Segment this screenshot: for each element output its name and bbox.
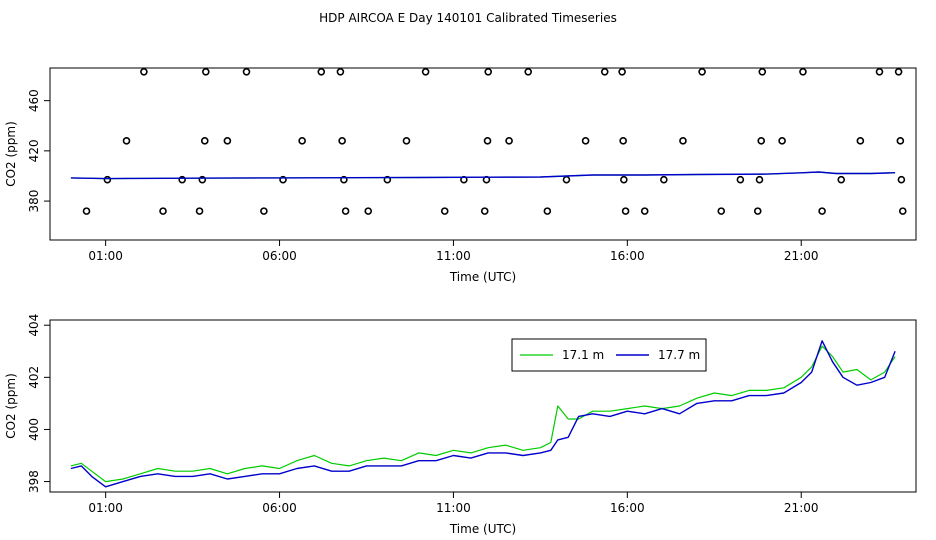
x-tick-label: 16:00 bbox=[610, 501, 645, 515]
calibration-point bbox=[736, 175, 745, 184]
calibration-point bbox=[480, 207, 489, 215]
calibration-point bbox=[618, 67, 626, 76]
y-tick-label: 460 bbox=[27, 89, 41, 112]
calibration-point bbox=[421, 67, 430, 76]
x-axis: 01:00 06:00 11:00 16:00 21:00 bbox=[88, 240, 819, 263]
calibration-point bbox=[402, 137, 411, 145]
calibration-point bbox=[383, 175, 392, 184]
y-tick-label: 398 bbox=[27, 470, 41, 493]
calibration-points bbox=[82, 67, 907, 215]
y-axis: 380 420 460 bbox=[27, 89, 50, 213]
calibration-point bbox=[198, 175, 207, 184]
calibration-point bbox=[896, 137, 905, 145]
series-line-1 bbox=[70, 171, 896, 180]
calibration-point bbox=[317, 67, 326, 76]
calibration-point bbox=[195, 207, 204, 215]
calibration-point bbox=[103, 175, 112, 184]
calibration-point bbox=[757, 137, 766, 145]
calibration-point bbox=[178, 175, 186, 184]
calibration-point bbox=[875, 67, 884, 76]
calibration-point bbox=[340, 175, 348, 184]
legend: 17.1 m 17.7 m bbox=[511, 338, 707, 372]
calibration-point bbox=[758, 67, 767, 76]
calibration-point bbox=[341, 207, 350, 215]
calibration-point bbox=[619, 137, 627, 145]
x-tick-label: 11:00 bbox=[436, 501, 471, 515]
calibration-point bbox=[242, 67, 251, 76]
calibration-point bbox=[698, 67, 706, 76]
calibration-point bbox=[755, 175, 764, 184]
calibration-point bbox=[364, 207, 373, 215]
x-axis: 01:00 06:00 11:00 16:00 21:00 bbox=[88, 492, 819, 515]
calibration-point bbox=[897, 175, 906, 184]
calibration-point bbox=[505, 137, 513, 145]
calibration-point bbox=[223, 137, 232, 145]
calibration-point bbox=[483, 137, 492, 145]
calibration-point bbox=[640, 207, 649, 215]
y-tick-label: 400 bbox=[27, 418, 41, 441]
panel-top: 01:00 06:00 11:00 16:00 21:00 380 420 460 Time… bbox=[4, 67, 917, 284]
x-tick-label: 21:00 bbox=[784, 501, 819, 515]
calibration-point bbox=[298, 137, 306, 145]
y-axis-label: CO2 (ppm) bbox=[4, 121, 18, 187]
x-tick-label: 11:00 bbox=[436, 249, 471, 263]
x-tick-label: 16:00 bbox=[610, 249, 645, 263]
plot-frame bbox=[49, 319, 917, 493]
panel-bottom: 01:00 06:00 11:00 16:00 21:00 398 400 402 404 T… bbox=[4, 314, 917, 536]
calibration-point bbox=[338, 137, 346, 145]
y-axis: 398 400 402 404 bbox=[27, 314, 50, 493]
y-tick-label: 402 bbox=[27, 366, 41, 389]
calibration-point bbox=[660, 175, 668, 184]
y-tick-label: 420 bbox=[27, 139, 41, 162]
calibration-point bbox=[260, 207, 268, 215]
x-tick-label: 01:00 bbox=[88, 249, 123, 263]
calibration-point bbox=[753, 207, 762, 215]
calibration-point bbox=[562, 175, 571, 184]
x-tick-label: 06:00 bbox=[262, 249, 297, 263]
calibration-point bbox=[818, 207, 826, 215]
calibration-point bbox=[778, 137, 786, 145]
calibration-point bbox=[202, 67, 210, 76]
x-tick-label: 21:00 bbox=[784, 249, 819, 263]
calibration-point bbox=[717, 207, 726, 215]
calibration-point bbox=[620, 175, 628, 184]
calibration-point bbox=[484, 67, 493, 76]
calibration-point bbox=[159, 207, 167, 215]
calibration-point bbox=[82, 207, 91, 215]
series-line-0 bbox=[70, 345, 896, 483]
calibration-point bbox=[600, 67, 609, 76]
calibration-point bbox=[122, 137, 131, 145]
legend-label-17-7m: 17.7 m bbox=[658, 348, 700, 362]
calibration-point bbox=[621, 207, 630, 215]
y-axis-label: CO2 (ppm) bbox=[4, 373, 18, 439]
plot-frame bbox=[49, 67, 917, 241]
calibration-point bbox=[679, 137, 687, 145]
series-lines bbox=[70, 171, 896, 180]
series-lines bbox=[70, 340, 896, 488]
calibration-point bbox=[894, 67, 903, 76]
y-tick-label: 380 bbox=[27, 190, 41, 213]
x-tick-label: 06:00 bbox=[262, 501, 297, 515]
y-tick-label: 404 bbox=[27, 314, 41, 337]
calibration-point bbox=[543, 207, 552, 215]
calibration-point bbox=[140, 67, 148, 76]
calibration-point bbox=[440, 207, 449, 215]
x-axis-label: Time (UTC) bbox=[449, 270, 516, 284]
calibration-point bbox=[524, 67, 533, 76]
figure-title: HDP AIRCOA E Day 140101 Calibrated Times… bbox=[319, 11, 617, 25]
calibration-point bbox=[581, 137, 590, 145]
series-line-1 bbox=[70, 340, 896, 488]
calibration-point bbox=[200, 137, 209, 145]
x-tick-label: 01:00 bbox=[88, 501, 123, 515]
legend-label-17-1m: 17.1 m bbox=[562, 348, 604, 362]
calibration-point bbox=[837, 175, 846, 184]
calibration-point bbox=[898, 207, 907, 215]
x-axis-label: Time (UTC) bbox=[449, 522, 516, 536]
calibration-point bbox=[336, 67, 345, 76]
calibration-point bbox=[799, 67, 807, 76]
calibration-point bbox=[856, 137, 865, 145]
calibration-point bbox=[279, 175, 287, 184]
